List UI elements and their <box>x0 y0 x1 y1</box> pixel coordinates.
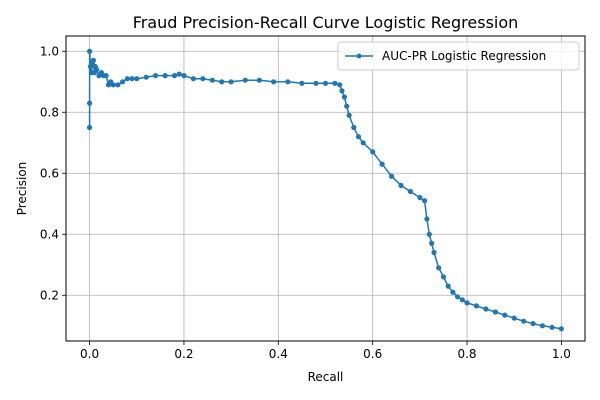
data-point <box>346 112 352 118</box>
data-point <box>322 80 329 86</box>
legend: AUC-PR Logistic Regression <box>337 41 580 71</box>
data-point <box>351 124 357 131</box>
data-point <box>337 82 343 88</box>
data-point <box>162 73 168 79</box>
data-point <box>120 79 126 85</box>
x-tick-label: 0.4 <box>269 347 288 361</box>
data-point <box>176 71 182 77</box>
y-axis-title: Precision <box>15 162 29 216</box>
data-point <box>426 231 432 237</box>
data-point <box>424 216 430 222</box>
x-tick-label: 0.6 <box>363 347 382 361</box>
data-point <box>90 57 96 64</box>
data-point <box>379 161 385 167</box>
data-point <box>332 80 338 86</box>
data-point <box>94 67 100 73</box>
data-point <box>492 309 498 315</box>
data-point <box>483 306 489 312</box>
data-point <box>242 77 248 83</box>
series-layer <box>87 48 565 332</box>
data-point <box>549 324 555 330</box>
data-point <box>153 73 159 79</box>
x-tick-label: 0.8 <box>457 347 476 361</box>
data-point <box>256 77 262 83</box>
data-point <box>285 79 291 85</box>
data-point <box>455 294 461 300</box>
data-point <box>228 79 234 85</box>
data-point <box>459 297 465 303</box>
data-point <box>200 76 206 82</box>
data-point <box>344 103 350 109</box>
data-point <box>417 195 423 201</box>
legend-dot-marker <box>356 53 362 59</box>
y-tick-label: 0.6 <box>40 166 59 180</box>
data-point <box>445 283 451 289</box>
x-tick-label: 0.2 <box>174 347 193 361</box>
data-point <box>339 88 345 94</box>
data-point <box>134 76 140 82</box>
data-point <box>450 289 456 295</box>
data-point <box>181 73 187 79</box>
data-point <box>429 240 435 246</box>
data-point <box>87 124 93 131</box>
data-point <box>502 312 508 318</box>
data-point <box>464 300 470 306</box>
data-point <box>143 74 149 80</box>
data-point <box>422 198 428 204</box>
data-point <box>209 77 215 83</box>
data-point <box>129 76 135 82</box>
data-point <box>440 274 447 280</box>
data-point <box>219 79 225 85</box>
data-point <box>473 303 480 309</box>
x-axis-title: Recall <box>308 370 344 384</box>
legend-label: AUC-PR Logistic Regression <box>382 49 546 63</box>
data-point <box>87 100 93 106</box>
data-point <box>355 134 362 140</box>
chart-title: Fraud Precision-Recall Curve Logistic Re… <box>133 13 519 32</box>
data-point <box>190 76 196 82</box>
data-point <box>341 94 347 100</box>
axis-ticks: 0.0 0.2 0.4 0.6 0.8 1.0 0.2 0.4 0.6 0.8 1.0 <box>40 44 571 361</box>
x-tick-label: 0.0 <box>80 347 99 361</box>
data-point <box>370 149 376 155</box>
data-point <box>398 182 404 188</box>
data-point <box>389 173 395 179</box>
y-tick-label: 0.8 <box>40 105 59 119</box>
data-point <box>110 82 116 88</box>
data-point <box>299 80 305 86</box>
data-point <box>271 79 277 85</box>
data-point <box>530 321 536 327</box>
data-point <box>171 73 178 79</box>
data-point <box>539 323 546 329</box>
data-point <box>115 82 121 88</box>
y-tick-label: 0.4 <box>40 227 59 241</box>
data-point <box>124 76 130 82</box>
legend-box <box>337 41 580 71</box>
data-point <box>511 315 517 321</box>
data-point <box>407 188 413 195</box>
y-tick-label: 1.0 <box>40 44 59 58</box>
data-point <box>313 80 319 86</box>
data-point <box>521 318 527 324</box>
data-point <box>87 48 93 54</box>
y-tick-label: 0.2 <box>40 288 59 302</box>
data-point <box>436 265 442 271</box>
x-tick-label: 1.0 <box>552 347 571 361</box>
data-point <box>558 326 565 332</box>
data-point <box>360 140 366 146</box>
plot-area-frame <box>65 35 586 342</box>
data-point <box>103 73 109 79</box>
data-point <box>431 249 437 256</box>
